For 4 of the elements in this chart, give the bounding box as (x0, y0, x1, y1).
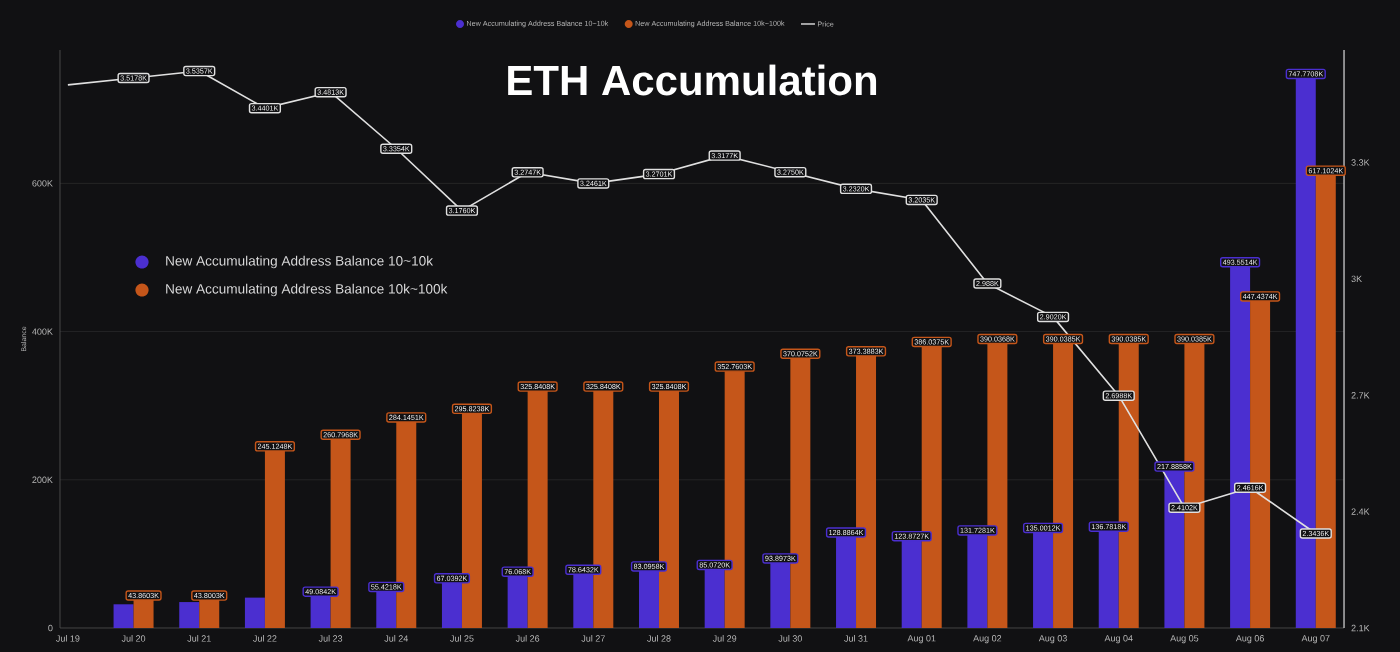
chart-title: ETH Accumulation (508, 64, 877, 96)
bar (179, 602, 200, 628)
bar (113, 604, 134, 628)
bar (244, 597, 265, 628)
